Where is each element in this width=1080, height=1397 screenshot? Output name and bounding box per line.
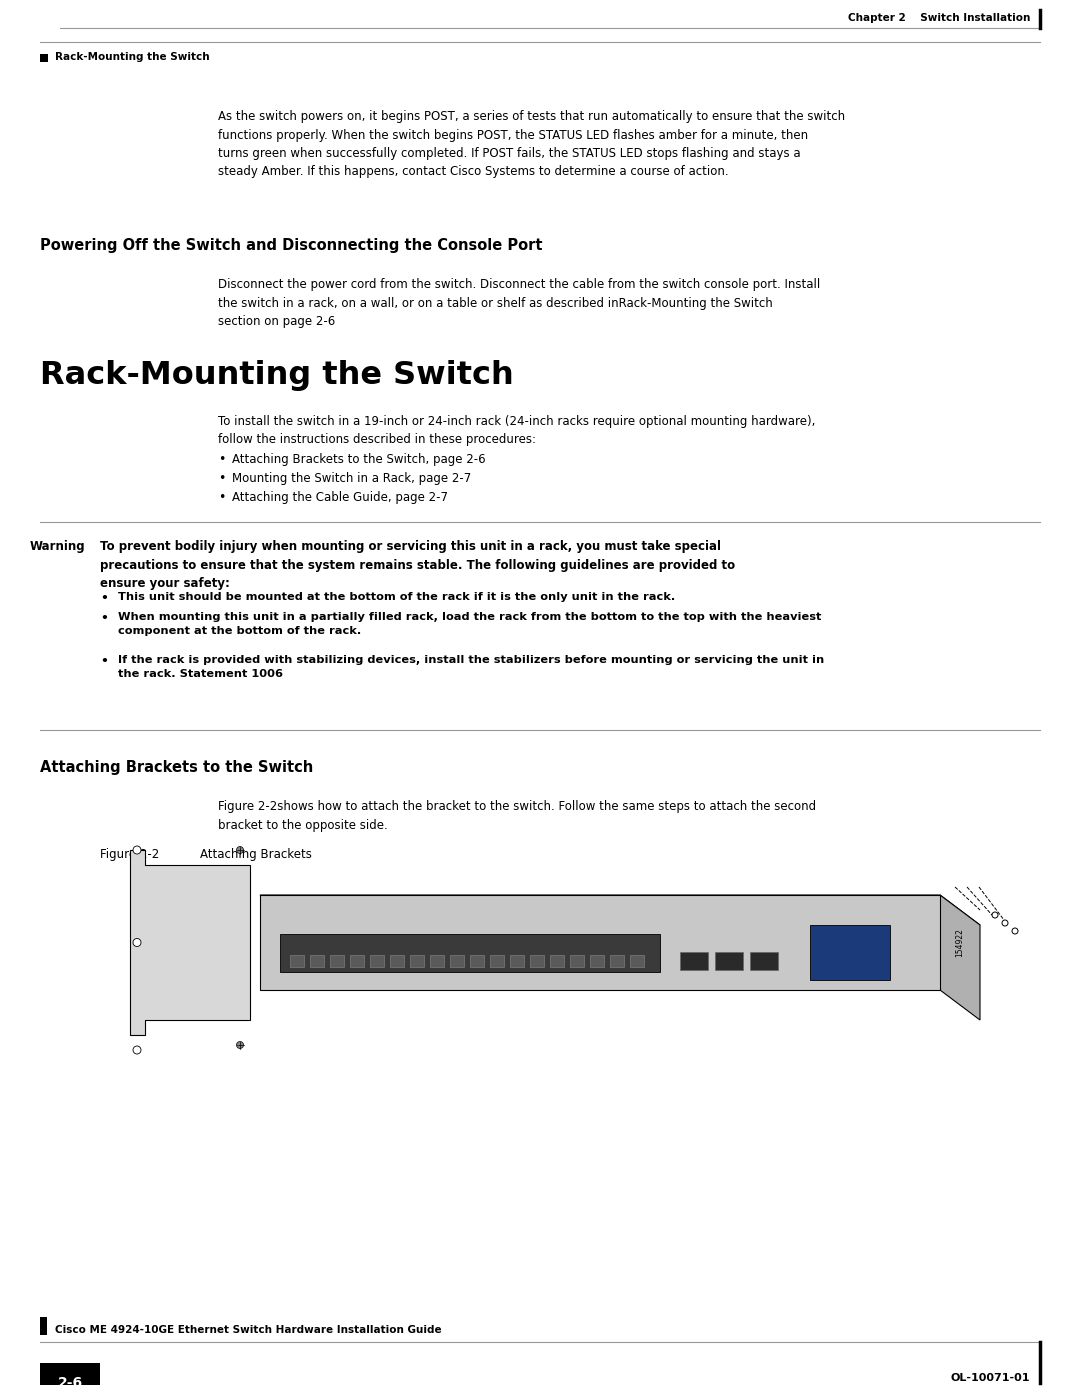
Text: Disconnect the power cord from the switch. Disconnect the cable from the switch : Disconnect the power cord from the switc… [218,278,820,328]
Bar [510,956,524,967]
Text: Figure 2-2: Figure 2-2 [100,848,159,861]
Bar [550,956,564,967]
Bar [350,956,364,967]
Bar [370,956,384,967]
Text: •: • [218,490,226,504]
Text: 154922: 154922 [956,928,964,957]
Text: As the switch powers on, it begins POST, a series of tests that run automaticall: As the switch powers on, it begins POST,… [218,110,846,179]
Text: Rack-Mounting the Switch: Rack-Mounting the Switch [55,52,210,61]
Bar [330,956,345,967]
Text: •: • [218,453,226,467]
Bar [40,1363,100,1384]
Bar [715,951,743,970]
Bar [410,956,424,967]
Polygon shape [130,849,249,1035]
Bar [530,956,544,967]
Circle shape [237,1042,243,1049]
Bar [570,956,584,967]
Bar [590,956,604,967]
Bar [291,956,303,967]
Text: •: • [218,472,226,485]
Text: Mounting the Switch in a Rack, page 2-7: Mounting the Switch in a Rack, page 2-7 [232,472,471,485]
Text: Attaching Brackets to the Switch: Attaching Brackets to the Switch [40,760,313,775]
Bar [810,925,890,981]
Circle shape [237,847,243,854]
Polygon shape [940,895,980,1020]
Circle shape [133,1046,141,1053]
Bar [470,956,484,967]
Text: This unit should be mounted at the bottom of the rack if it is the only unit in : This unit should be mounted at the botto… [118,592,675,602]
Text: Warning: Warning [29,541,85,553]
Text: When mounting this unit in a partially filled rack, load the rack from the botto: When mounting this unit in a partially f… [118,612,822,637]
Bar [750,951,778,970]
Bar [680,951,708,970]
Circle shape [133,939,141,947]
Bar [390,956,404,967]
Bar [40,54,48,61]
Text: OL-10071-01: OL-10071-01 [950,1373,1030,1383]
Bar [630,956,644,967]
Text: •: • [100,612,108,624]
Text: Attaching the Cable Guide, page 2-7: Attaching the Cable Guide, page 2-7 [232,490,448,504]
Circle shape [133,847,141,854]
Bar [40,1317,48,1336]
Text: •: • [100,592,108,605]
Text: Rack-Mounting the Switch: Rack-Mounting the Switch [40,360,514,391]
Bar [490,956,504,967]
Text: Chapter 2    Switch Installation: Chapter 2 Switch Installation [848,13,1030,22]
Bar [310,956,324,967]
Text: Attaching Brackets: Attaching Brackets [200,848,312,861]
Text: Figure 2-2shows how to attach the bracket to the switch. Follow the same steps t: Figure 2-2shows how to attach the bracke… [218,800,816,831]
Text: To install the switch in a 19-inch or 24-inch rack (24-inch racks require option: To install the switch in a 19-inch or 24… [218,415,815,447]
Bar [450,956,464,967]
Text: •: • [100,655,108,668]
Text: Attaching Brackets to the Switch, page 2-6: Attaching Brackets to the Switch, page 2… [232,453,486,467]
Bar [280,935,660,972]
Text: Powering Off the Switch and Disconnecting the Console Port: Powering Off the Switch and Disconnectin… [40,237,542,253]
Bar [430,956,444,967]
Polygon shape [260,895,940,990]
Polygon shape [260,895,980,925]
Text: 2-6: 2-6 [57,1376,82,1390]
Text: Cisco ME 4924-10GE Ethernet Switch Hardware Installation Guide: Cisco ME 4924-10GE Ethernet Switch Hardw… [55,1324,442,1336]
Bar [610,956,624,967]
Text: To prevent bodily injury when mounting or servicing this unit in a rack, you mus: To prevent bodily injury when mounting o… [100,541,735,590]
Text: If the rack is provided with stabilizing devices, install the stabilizers before: If the rack is provided with stabilizing… [118,655,824,679]
